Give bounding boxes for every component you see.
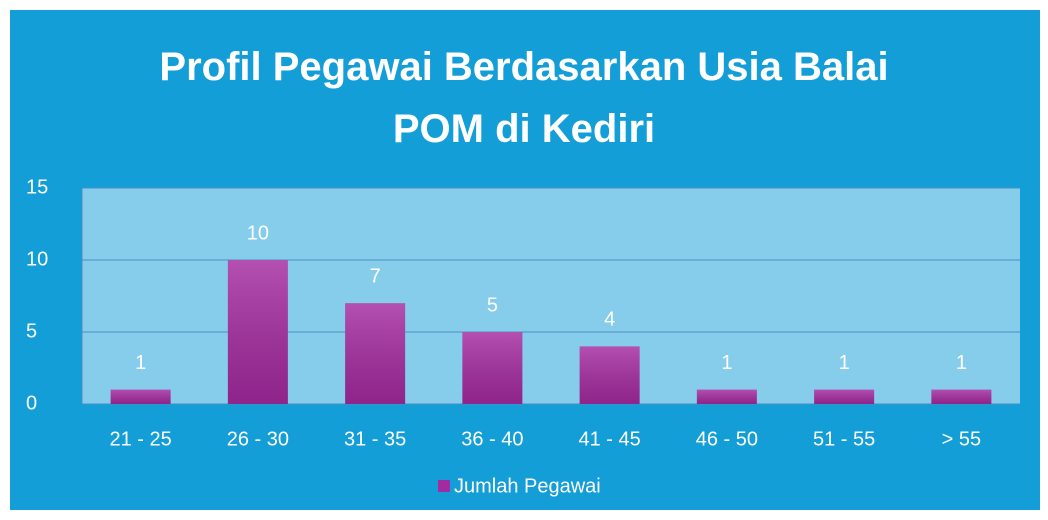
- x-tick-label: 36 - 40: [461, 428, 523, 450]
- bar-shade: [814, 389, 875, 404]
- legend-swatch: [438, 480, 450, 492]
- x-tick-label: 21 - 25: [109, 428, 171, 450]
- data-label: 1: [721, 352, 732, 374]
- data-label: 7: [370, 265, 381, 287]
- x-tick-label: 31 - 35: [344, 428, 406, 450]
- y-tick-label: 0: [26, 392, 37, 414]
- bar-shade: [227, 260, 288, 404]
- x-tick-label: 26 - 30: [227, 428, 289, 450]
- y-tick-label: 10: [26, 248, 48, 270]
- data-label: 1: [839, 352, 850, 374]
- bar-shade: [110, 389, 171, 404]
- x-tick-label: 46 - 50: [696, 428, 758, 450]
- x-tick-label: 41 - 45: [578, 428, 640, 450]
- bar-shade: [462, 332, 523, 404]
- x-tick-label: 51 - 55: [813, 428, 875, 450]
- bar-shade: [696, 389, 757, 404]
- data-label: 10: [247, 222, 269, 244]
- data-label: 5: [487, 294, 498, 316]
- data-label: 4: [604, 309, 615, 331]
- legend-label: Jumlah Pegawai: [454, 475, 601, 497]
- bar-shade: [931, 389, 992, 404]
- bar-shade: [345, 303, 406, 404]
- y-tick-label: 5: [26, 320, 37, 342]
- data-label: 1: [956, 352, 967, 374]
- x-tick-label: > 55: [942, 428, 981, 450]
- chart-title: Profil Pegawai Berdasarkan Usia Balai PO…: [159, 45, 889, 151]
- y-tick-label: 15: [26, 176, 48, 198]
- data-label: 1: [135, 352, 146, 374]
- bar-shade: [579, 346, 640, 404]
- plot-area: [82, 188, 1020, 404]
